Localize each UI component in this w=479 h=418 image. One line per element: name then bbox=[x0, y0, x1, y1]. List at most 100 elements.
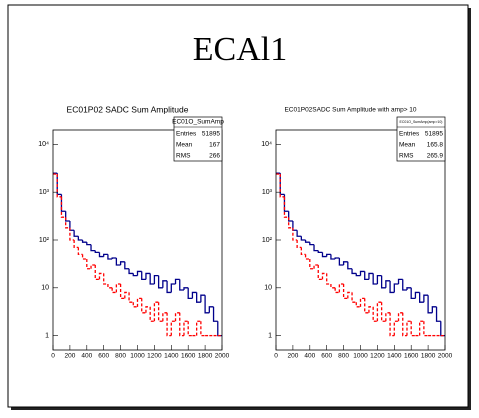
histogram-step bbox=[60, 196, 66, 218]
histogram-step bbox=[98, 252, 104, 258]
histogram-step bbox=[77, 236, 83, 241]
stats-label: RMS bbox=[399, 153, 414, 160]
x-tick-label: 1400 bbox=[387, 353, 402, 360]
histogram-step bbox=[73, 240, 79, 249]
histogram-step bbox=[300, 236, 306, 241]
page-title: ECAl1 bbox=[193, 31, 287, 68]
histogram-step bbox=[406, 320, 412, 336]
histogram-step bbox=[128, 292, 134, 303]
histogram-step bbox=[321, 252, 327, 258]
stats-value: 51895 bbox=[425, 131, 443, 138]
histogram-step bbox=[380, 275, 386, 289]
y-tick-label: 10 bbox=[41, 285, 49, 292]
histogram-step bbox=[326, 273, 331, 285]
histogram-step bbox=[368, 272, 374, 280]
histogram-step bbox=[103, 253, 108, 257]
y-tick-label: 10² bbox=[39, 237, 50, 244]
histogram-step bbox=[65, 217, 70, 229]
histogram-step bbox=[368, 306, 374, 313]
histogram-step bbox=[153, 274, 159, 285]
histogram-step bbox=[103, 273, 108, 285]
histogram-step bbox=[170, 283, 176, 293]
histogram-step bbox=[423, 321, 429, 337]
x-tick-label: 1600 bbox=[181, 353, 196, 360]
histogram-step bbox=[372, 306, 378, 322]
histogram-step bbox=[136, 270, 142, 276]
histogram-step bbox=[380, 302, 386, 322]
histogram-step bbox=[60, 194, 66, 212]
y-tick-label: 10² bbox=[262, 237, 273, 244]
histogram-step bbox=[162, 312, 168, 322]
histogram-step bbox=[423, 294, 429, 303]
histogram-step bbox=[200, 294, 206, 303]
histogram-step bbox=[304, 240, 310, 243]
histogram-step bbox=[334, 287, 340, 294]
histogram-step bbox=[359, 297, 365, 307]
histogram-step bbox=[283, 196, 289, 218]
x-tick-label: 400 bbox=[81, 353, 92, 360]
histogram-step bbox=[166, 312, 172, 337]
y-tick-label: 10 bbox=[264, 285, 272, 292]
histogram-step bbox=[296, 230, 302, 237]
histogram-step bbox=[187, 321, 193, 337]
histogram-step bbox=[296, 240, 302, 249]
histogram-step bbox=[334, 257, 340, 260]
x-tick-label: 200 bbox=[287, 353, 298, 360]
histogram-step bbox=[283, 194, 289, 212]
histogram-step bbox=[174, 278, 180, 285]
x-tick-label: 600 bbox=[98, 353, 109, 360]
histogram-step bbox=[204, 295, 210, 314]
histogram-step bbox=[145, 306, 151, 313]
histogram-step bbox=[212, 306, 218, 322]
histogram-step bbox=[351, 268, 357, 275]
x-tick-label: 0 bbox=[51, 353, 55, 360]
histogram-step bbox=[128, 268, 134, 275]
histogram-step bbox=[330, 254, 336, 260]
histogram-step bbox=[119, 284, 125, 300]
histogram-step bbox=[321, 272, 327, 280]
histogram-step bbox=[292, 227, 298, 241]
x-tick-label: 1600 bbox=[404, 353, 419, 360]
histogram-step bbox=[385, 280, 391, 288]
histogram-step bbox=[330, 284, 336, 289]
histogram-step bbox=[393, 283, 399, 293]
histogram-step bbox=[309, 242, 315, 246]
histogram-step bbox=[410, 287, 416, 300]
histogram-step bbox=[115, 283, 121, 293]
x-tick-label: 1200 bbox=[370, 353, 385, 360]
stats-name: EC01O_SumAmp(amp>10) bbox=[400, 120, 443, 124]
histogram-step bbox=[191, 291, 197, 299]
histogram-step bbox=[107, 254, 113, 260]
histogram-step bbox=[393, 320, 399, 336]
histogram-step bbox=[402, 312, 407, 337]
stats-name: EC01O_SumAmp bbox=[172, 119, 224, 126]
y-tick-label: 10³ bbox=[39, 189, 50, 196]
histogram-step bbox=[389, 312, 395, 337]
histogram-step bbox=[355, 302, 361, 308]
stats-value: 266 bbox=[209, 153, 220, 160]
histogram-step bbox=[342, 261, 348, 265]
x-tick-label: 2000 bbox=[438, 353, 453, 360]
histogram-step bbox=[397, 278, 403, 285]
histogram-step bbox=[119, 261, 125, 265]
stats-label: Entries bbox=[176, 131, 197, 138]
y-tick-label: 10³ bbox=[262, 189, 273, 196]
histogram-step bbox=[77, 247, 83, 256]
x-tick-label: 1400 bbox=[164, 353, 179, 360]
x-tick-label: 1800 bbox=[421, 353, 436, 360]
histogram-step bbox=[141, 271, 146, 281]
x-tick-label: 800 bbox=[115, 353, 126, 360]
histogram-step bbox=[410, 321, 416, 337]
histogram-step bbox=[56, 174, 62, 198]
histogram-step bbox=[427, 295, 433, 314]
histogram-step bbox=[414, 291, 420, 299]
histogram-step bbox=[115, 258, 121, 266]
histogram-step bbox=[107, 284, 113, 289]
histogram-step bbox=[157, 302, 163, 322]
histogram-step bbox=[183, 287, 189, 290]
histogram-step bbox=[342, 284, 348, 300]
histogram-step bbox=[132, 302, 138, 308]
histogram-step bbox=[179, 279, 184, 291]
histogram-step bbox=[187, 287, 193, 300]
